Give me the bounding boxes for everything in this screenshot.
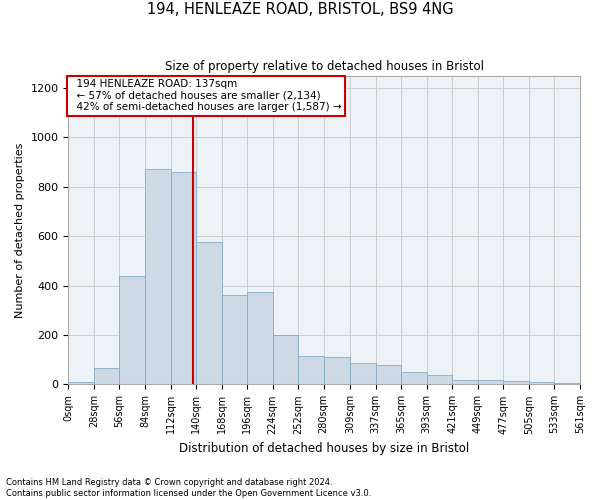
Bar — [68, 382, 94, 384]
Bar — [324, 358, 350, 384]
Bar — [272, 335, 298, 384]
Bar — [503, 380, 529, 384]
Bar — [170, 172, 196, 384]
Bar — [452, 380, 478, 384]
Bar — [554, 383, 580, 384]
Text: Contains HM Land Registry data © Crown copyright and database right 2024.
Contai: Contains HM Land Registry data © Crown c… — [6, 478, 371, 498]
Bar — [427, 375, 452, 384]
Text: 194 HENLEAZE ROAD: 137sqm
  ← 57% of detached houses are smaller (2,134)
  42% o: 194 HENLEAZE ROAD: 137sqm ← 57% of detac… — [70, 80, 342, 112]
X-axis label: Distribution of detached houses by size in Bristol: Distribution of detached houses by size … — [179, 442, 469, 455]
Bar — [119, 276, 145, 384]
Text: 194, HENLEAZE ROAD, BRISTOL, BS9 4NG: 194, HENLEAZE ROAD, BRISTOL, BS9 4NG — [146, 2, 454, 18]
Bar — [478, 380, 503, 384]
Bar — [529, 382, 554, 384]
Bar — [298, 356, 324, 384]
Bar — [247, 292, 272, 384]
Title: Size of property relative to detached houses in Bristol: Size of property relative to detached ho… — [165, 60, 484, 73]
Bar — [350, 364, 376, 384]
Bar — [196, 242, 221, 384]
Bar — [94, 368, 119, 384]
Y-axis label: Number of detached properties: Number of detached properties — [15, 142, 25, 318]
Bar — [376, 364, 401, 384]
Bar — [145, 170, 170, 384]
Bar — [401, 372, 427, 384]
Bar — [221, 296, 247, 384]
